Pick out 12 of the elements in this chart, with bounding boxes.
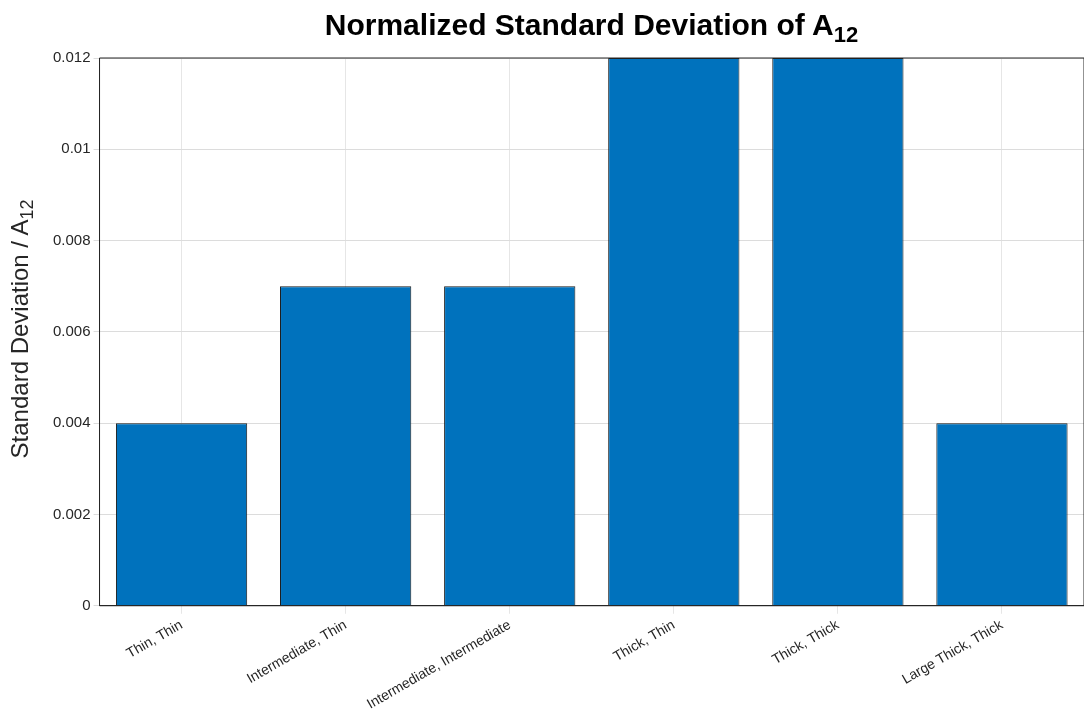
y-tick-label: 0.012 bbox=[52, 48, 91, 66]
y-tick-label: 0.004 bbox=[52, 413, 91, 431]
x-tick-label: Thick, Thin bbox=[610, 616, 678, 665]
y-tick-label: 0.01 bbox=[61, 139, 91, 157]
y-tick-label: 0.006 bbox=[52, 322, 91, 340]
x-tick-label: Large Thick, Thick bbox=[898, 615, 1007, 687]
x-tick-label: Thick, Thick bbox=[768, 615, 843, 668]
chart-title: Normalized Standard Deviation of A$_{12}$ bbox=[323, 8, 860, 48]
y-tick-label: 0.008 bbox=[52, 230, 91, 248]
y-tick-label: 0.002 bbox=[52, 504, 91, 522]
x-tick-label: Thin, Thin bbox=[123, 616, 185, 661]
y-tick-label: 0 bbox=[82, 595, 91, 613]
